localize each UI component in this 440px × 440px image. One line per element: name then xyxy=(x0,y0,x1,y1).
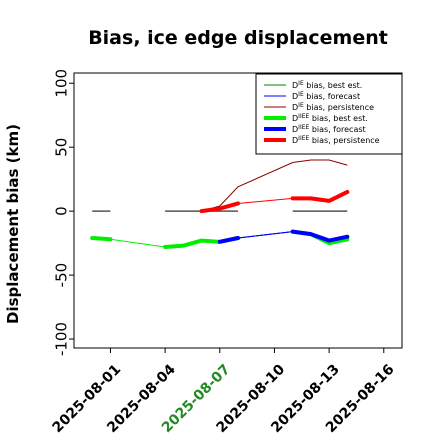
series-thick-segment xyxy=(90,236,113,242)
series-thick-segment xyxy=(217,236,240,244)
legend-entry: DIIEE bias, best est. xyxy=(292,113,368,123)
legend-entry: DIE bias, forecast xyxy=(292,91,360,101)
legend-entry: DIE bias, persistence xyxy=(292,102,374,112)
y-tick-label: 100 xyxy=(52,69,70,98)
legend-entry: DIIEE bias, forecast xyxy=(292,124,366,134)
y-tick-label: -100 xyxy=(52,322,70,356)
plot-frame xyxy=(73,72,403,349)
chart-title: Bias, ice edge displacement xyxy=(88,27,388,49)
series-thick-segment xyxy=(290,229,350,243)
legend-entry: DIIEE bias, persistence xyxy=(292,135,380,145)
y-tick-label: -50 xyxy=(52,263,70,288)
series-thick-segment xyxy=(290,189,350,203)
legend-entry: DIE bias, best est. xyxy=(292,80,362,90)
y-tick-label: 50 xyxy=(52,138,70,157)
y-axis-label: Displacement bias (km) xyxy=(4,124,22,324)
series-thick-segment xyxy=(199,201,240,214)
legend: DIE bias, best est.DIE bias, forecastDIE… xyxy=(255,73,403,155)
y-tick-label: 0 xyxy=(52,206,70,216)
series-line xyxy=(201,159,348,212)
